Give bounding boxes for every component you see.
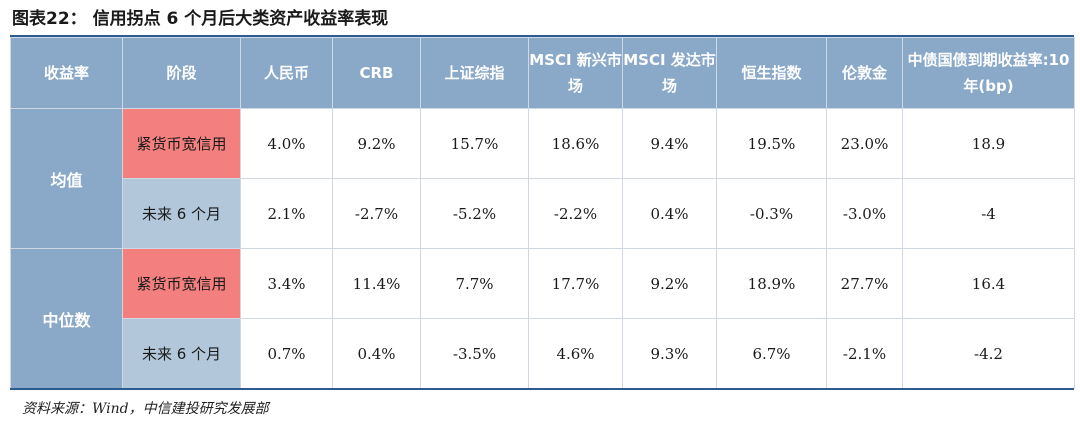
stage-label: 紧货币宽信用 (122, 248, 241, 319)
value-cell: 11.4% (332, 248, 421, 319)
value-cell: 7.7% (420, 248, 529, 319)
value-cell: -3.0% (826, 178, 903, 249)
value-cell: 9.2% (332, 108, 421, 179)
value-cell: 18.9 (902, 108, 1075, 179)
header-cell: 上证综指 (420, 37, 529, 109)
value-cell: -4.2 (902, 318, 1075, 389)
value-cell: 4.0% (240, 108, 333, 179)
value-cell: 9.3% (622, 318, 717, 389)
header-cell: 收益率 (10, 37, 123, 109)
header-cell: MSCI 发达市场 (622, 37, 717, 109)
stage-label: 紧货币宽信用 (122, 108, 241, 179)
value-cell: 23.0% (826, 108, 903, 179)
value-cell: 18.6% (528, 108, 623, 179)
value-cell: -2.1% (826, 318, 903, 389)
value-cell: 3.4% (240, 248, 333, 319)
value-cell: 2.1% (240, 178, 333, 249)
value-cell: 0.4% (332, 318, 421, 389)
value-cell: 4.6% (528, 318, 623, 389)
header-cell: 阶段 (122, 37, 241, 109)
table-row: 均值 紧货币宽信用 4.0% 9.2% 15.7% 18.6% 9.4% 19.… (10, 108, 1075, 249)
group-label: 均值 (10, 108, 123, 249)
value-cell: 18.9% (716, 248, 827, 319)
value-cell: 9.2% (622, 248, 717, 319)
header-cell: MSCI 新兴市场 (528, 37, 623, 109)
value-cell: 19.5% (716, 108, 827, 179)
value-cell: 0.4% (622, 178, 717, 249)
header-cell: 中债国债到期收益率:10 年(bp) (902, 37, 1075, 109)
bottom-rule (10, 388, 1074, 390)
value-cell: 6.7% (716, 318, 827, 389)
header-cell: 恒生指数 (716, 37, 827, 109)
header-cell: 人民币 (240, 37, 333, 109)
value-cell: -2.2% (528, 178, 623, 249)
value-cell: 15.7% (420, 108, 529, 179)
value-cell: -3.5% (420, 318, 529, 389)
header-cell: CRB (332, 37, 421, 109)
header-cell: 伦敦金 (826, 37, 903, 109)
stage-label: 未来 6 个月 (122, 178, 241, 249)
value-cell: 27.7% (826, 248, 903, 319)
figure-title: 图表22： 信用拐点 6 个月后大类资产收益率表现 (12, 9, 389, 29)
value-cell: 16.4 (902, 248, 1075, 319)
table-row: 未来 6 个月 0.7% 0.4% -3.5% 4.6% 9.3% 6.7% -… (11, 318, 1075, 389)
table-row: 未来 6 个月 2.1% -2.7% -5.2% -2.2% 0.4% -0.3… (11, 178, 1075, 249)
value-cell: 17.7% (528, 248, 623, 319)
value-cell: 9.4% (622, 108, 717, 179)
title-rule (10, 35, 1074, 37)
value-cell: 0.7% (240, 318, 333, 389)
value-cell: -0.3% (716, 178, 827, 249)
value-cell: -4 (902, 178, 1075, 249)
value-cell: -2.7% (332, 178, 421, 249)
header-row: 收益率 阶段 人民币 CRB 上证综指 MSCI 新兴市场 MSCI 发达市场 … (10, 37, 1075, 109)
source-note: 资料来源：Wind，中信建投研究发展部 (22, 401, 269, 417)
returns-table: 收益率 阶段 人民币 CRB 上证综指 MSCI 新兴市场 MSCI 发达市场 … (10, 37, 1075, 389)
table-row: 中位数 紧货币宽信用 3.4% 11.4% 7.7% 17.7% 9.2% 18… (10, 248, 1075, 389)
group-label: 中位数 (10, 248, 123, 389)
value-cell: -5.2% (420, 178, 529, 249)
stage-label: 未来 6 个月 (122, 318, 241, 389)
